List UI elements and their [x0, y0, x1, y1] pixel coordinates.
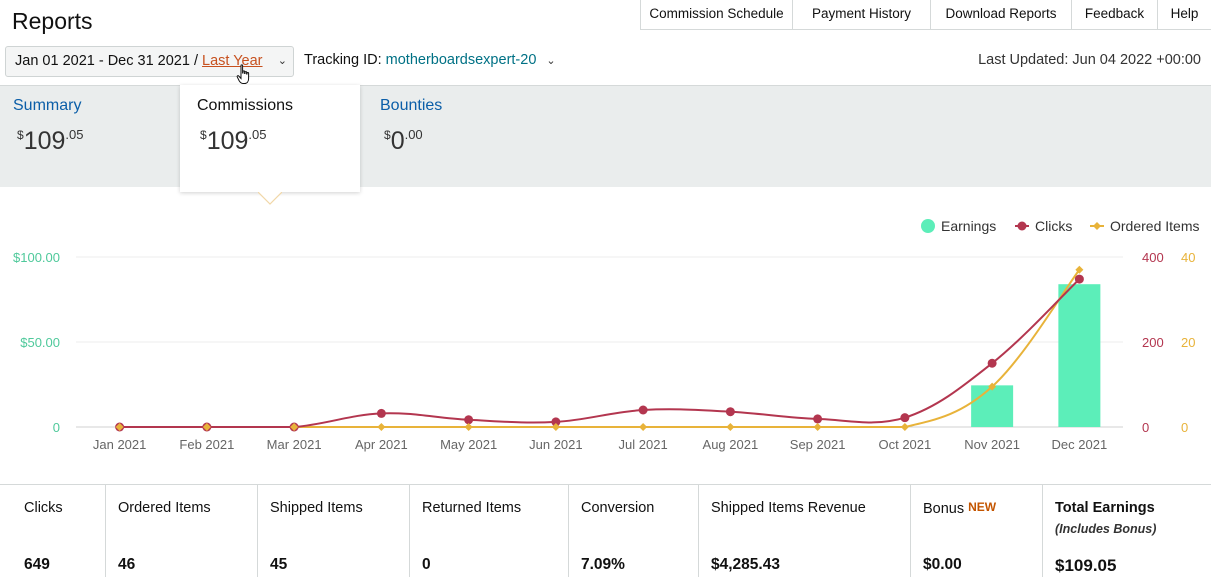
- legend-earnings-label: Earnings: [941, 218, 996, 234]
- ordered-items-point: [726, 423, 735, 431]
- earnings-bar: [1058, 284, 1101, 427]
- right-axis-items-tick: 0: [1181, 420, 1188, 435]
- ordered-items-point: [639, 423, 648, 431]
- nav-help[interactable]: Help: [1157, 0, 1211, 30]
- date-range-dropdown[interactable]: Jan 01 2021 - Dec 31 2021 / Last Year ⌄: [5, 46, 294, 77]
- stats-row: Clicks 649 Ordered Items 46 Shipped Item…: [0, 484, 1211, 577]
- ordered-items-point: [115, 423, 124, 431]
- ordered-items-point: [988, 382, 997, 391]
- clicks-point: [464, 415, 474, 425]
- x-axis-tick: Aug 2021: [703, 437, 759, 452]
- legend-items-label: Ordered Items: [1110, 218, 1199, 234]
- right-axis-clicks-tick: 200: [1142, 335, 1164, 350]
- ordered-items-point: [551, 423, 560, 431]
- tab-summary[interactable]: Summary $109.05: [0, 85, 180, 187]
- legend-clicks-icon: [1017, 221, 1027, 231]
- stat-shipped-items: Shipped Items 45: [258, 485, 410, 577]
- left-axis-tick: 0: [53, 420, 60, 435]
- left-axis-tick: $50.00: [20, 335, 60, 350]
- right-axis-items-tick: 20: [1181, 335, 1195, 350]
- x-axis-tick: Mar 2021: [267, 437, 322, 452]
- clicks-point: [813, 414, 823, 424]
- x-axis-tick: Jul 2021: [619, 437, 668, 452]
- clicks-point: [725, 407, 735, 417]
- active-tab-pointer: [258, 192, 282, 205]
- clicks-point: [638, 405, 648, 415]
- stat-conversion: Conversion 7.09%: [569, 485, 699, 577]
- clicks-point: [1074, 274, 1084, 284]
- date-preset-link[interactable]: Last Year: [202, 53, 263, 69]
- nav-commission-schedule[interactable]: Commission Schedule: [640, 0, 792, 30]
- left-axis-tick: $100.00: [13, 250, 60, 265]
- ordered-items-point: [202, 423, 211, 431]
- stat-bonus: Bonus NEW $0.00: [911, 485, 1043, 577]
- legend-items-icon: [1093, 222, 1101, 230]
- tab-summary-value: $109.05: [17, 127, 84, 155]
- hand-cursor-icon: [236, 64, 250, 84]
- ordered-items-point: [377, 423, 386, 431]
- x-axis-tick: Apr 2021: [355, 437, 408, 452]
- ordered-items-point: [464, 423, 473, 431]
- earnings-bar: [971, 385, 1014, 427]
- legend-clicks-label: Clicks: [1035, 218, 1072, 234]
- chevron-down-icon: ⌄: [277, 55, 287, 67]
- ordered-items-point: [900, 423, 909, 431]
- ordered-items-point: [813, 423, 822, 431]
- stat-clicks: Clicks 649: [0, 485, 106, 577]
- x-axis-tick: Oct 2021: [878, 437, 931, 452]
- stat-ordered-items: Ordered Items 46: [106, 485, 258, 577]
- tracking-id-value[interactable]: motherboardsexpert-20: [385, 52, 537, 68]
- page-title: Reports: [12, 8, 93, 34]
- ordered-items-point: [1075, 265, 1084, 274]
- x-axis-tick: Nov 2021: [964, 437, 1020, 452]
- clicks-point: [987, 358, 997, 368]
- date-range-text: Jan 01 2021 - Dec 31 2021 /: [15, 53, 198, 69]
- x-axis-tick: Dec 2021: [1052, 437, 1108, 452]
- right-axis-items-tick: 40: [1181, 250, 1195, 265]
- legend-earnings-icon: [921, 219, 935, 233]
- stat-shipped-revenue: Shipped Items Revenue $4,285.43: [699, 485, 911, 577]
- earnings-chart: 0 0 0 $50.00 200 20 $100.00 400 40 Jan 2021 Feb 20…: [13, 218, 1199, 452]
- tab-commissions[interactable]: Commissions $109.05: [180, 85, 360, 192]
- stat-returned-items: Returned Items 0: [410, 485, 569, 577]
- tab-bounties-label: Bounties: [380, 97, 443, 114]
- clicks-line: [119, 278, 1081, 429]
- new-badge: NEW: [968, 500, 997, 514]
- tab-bounties-value: $0.00: [384, 127, 423, 155]
- right-axis-clicks-tick: 0: [1142, 420, 1149, 435]
- clicks-point: [551, 417, 561, 427]
- top-nav: Commission Schedule Payment History Down…: [640, 0, 1211, 30]
- clicks-point: [376, 408, 386, 418]
- x-axis-tick: Jan 2021: [93, 437, 147, 452]
- chevron-down-icon: ⌄: [546, 55, 556, 67]
- last-updated: Last Updated: Jun 04 2022 +00:00: [978, 52, 1201, 68]
- ordered-items-point: [290, 423, 299, 431]
- tab-commissions-label: Commissions: [197, 97, 294, 114]
- x-axis-tick: Jun 2021: [529, 437, 583, 452]
- nav-payment-history[interactable]: Payment History: [792, 0, 930, 30]
- tracking-id-selector[interactable]: Tracking ID: motherboardsexpert-20 ⌄: [304, 52, 556, 68]
- x-axis-tick: May 2021: [440, 437, 497, 452]
- nav-feedback[interactable]: Feedback: [1071, 0, 1157, 30]
- tracking-label: Tracking ID:: [304, 52, 382, 68]
- x-axis-tick: Feb 2021: [179, 437, 234, 452]
- x-axis-tick: Sep 2021: [790, 437, 846, 452]
- tab-commissions-value: $109.05: [200, 127, 267, 155]
- stat-total-earnings: Total Earnings (Includes Bonus) $109.05: [1055, 500, 1157, 575]
- tab-bounties[interactable]: Bounties $0.00: [367, 85, 567, 187]
- tab-summary-label: Summary: [13, 97, 82, 114]
- nav-download-reports[interactable]: Download Reports: [930, 0, 1071, 30]
- clicks-point: [900, 413, 910, 423]
- right-axis-clicks-tick: 400: [1142, 250, 1164, 265]
